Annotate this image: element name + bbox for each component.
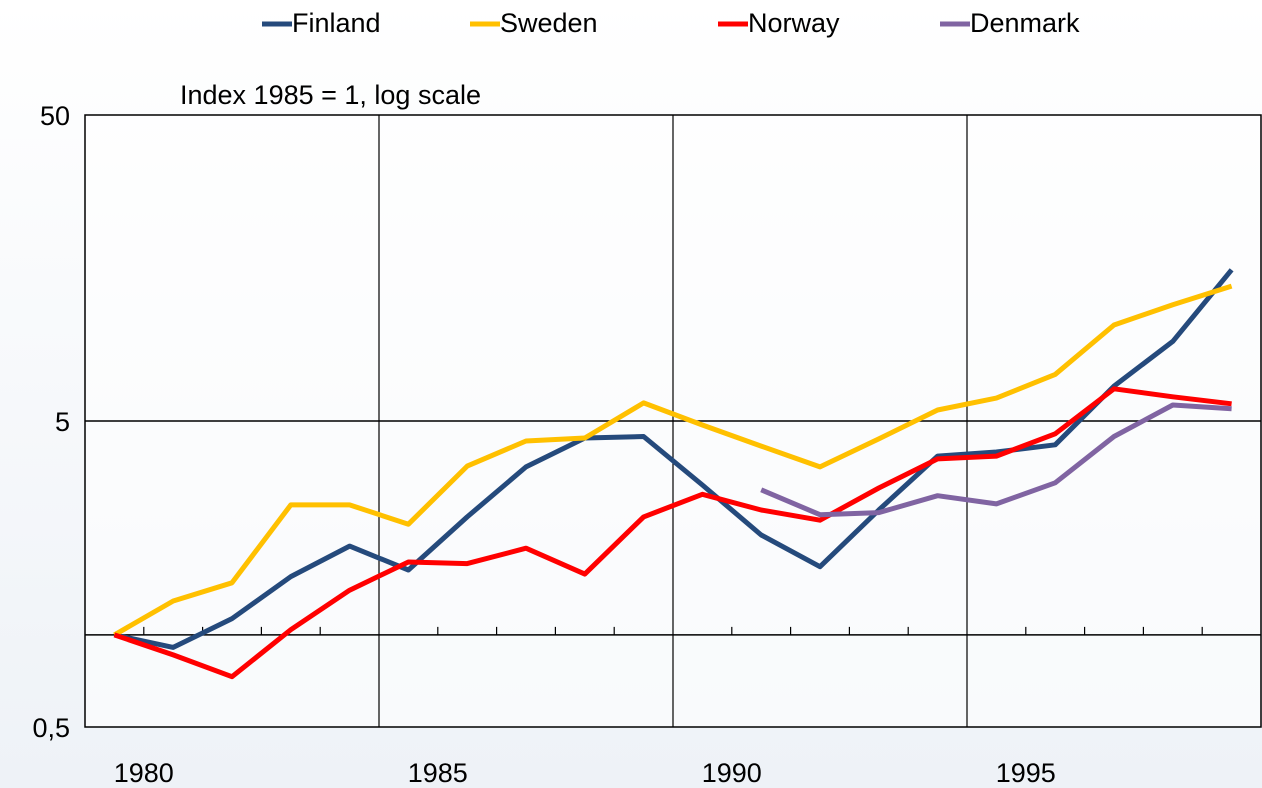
y-tick-label: 50 bbox=[40, 101, 70, 131]
legend-label: Norway bbox=[748, 8, 840, 38]
subtitle: Index 1985 = 1, log scale bbox=[180, 80, 481, 110]
x-tick-label: 1980 bbox=[114, 758, 174, 788]
legend-label: Denmark bbox=[970, 8, 1080, 38]
x-tick-label: 1990 bbox=[702, 758, 762, 788]
x-tick-label: 1995 bbox=[996, 758, 1056, 788]
x-tick-label: 1985 bbox=[408, 758, 468, 788]
y-tick-label: 0,5 bbox=[32, 713, 70, 743]
series-line bbox=[113, 268, 1234, 650]
y-tick-label: 5 bbox=[55, 407, 70, 437]
legend-label: Sweden bbox=[500, 8, 598, 38]
series-line bbox=[760, 402, 1232, 518]
legend-label: Finland bbox=[292, 8, 381, 38]
series-line bbox=[113, 283, 1233, 638]
series-line bbox=[113, 386, 1232, 680]
